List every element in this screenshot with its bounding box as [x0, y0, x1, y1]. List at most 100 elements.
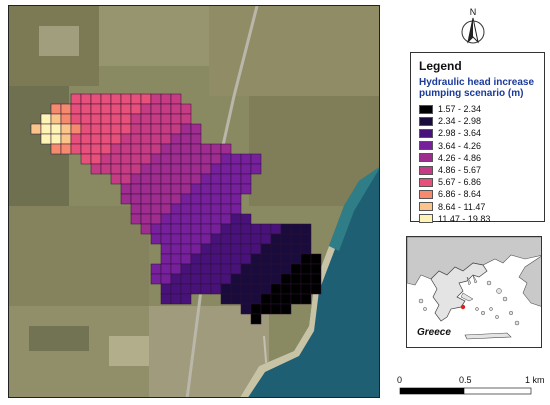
grid-cell	[180, 293, 192, 305]
grid-cell	[250, 243, 262, 255]
grid-cell	[170, 123, 182, 135]
grid-cell	[270, 223, 282, 235]
legend-label: 5.67 - 6.86	[438, 177, 482, 188]
legend-swatch	[419, 177, 433, 187]
grid-cell	[220, 213, 232, 225]
grid-cell	[150, 203, 162, 215]
grid-cell	[290, 263, 302, 275]
grid-cell	[250, 263, 262, 275]
legend-swatch	[419, 116, 433, 126]
grid-cell	[200, 253, 212, 265]
grid-cell	[200, 153, 212, 165]
grid-cell	[250, 313, 262, 325]
grid-cell	[170, 183, 182, 195]
grid-cell	[140, 223, 152, 235]
grid-cell	[290, 283, 302, 295]
aerial-map[interactable]	[8, 5, 380, 398]
grid-cell	[280, 263, 292, 275]
grid-cell	[200, 143, 212, 155]
grid-cell	[170, 233, 182, 245]
grid-cell	[160, 213, 172, 225]
grid-cell	[170, 253, 182, 265]
grid-cell	[280, 293, 292, 305]
grid-cell	[280, 243, 292, 255]
grid-cell	[170, 223, 182, 235]
grid-cell	[240, 153, 252, 165]
grid-cell	[150, 163, 162, 175]
grid-cell	[210, 223, 222, 235]
grid-cell	[70, 143, 82, 155]
grid-cell	[30, 123, 42, 135]
grid-cell	[90, 163, 102, 175]
grid-cell	[160, 263, 172, 275]
grid-cell	[160, 143, 172, 155]
grid-cell	[260, 243, 272, 255]
legend-item: 4.86 - 5.67	[419, 164, 538, 176]
grid-cell	[230, 213, 242, 225]
north-arrow-icon: N	[461, 7, 485, 44]
grid-cell	[240, 183, 252, 195]
legend-swatch	[419, 189, 433, 199]
grid-cell	[190, 233, 202, 245]
grid-cell	[110, 153, 122, 165]
grid-cell	[180, 173, 192, 185]
grid-cell	[270, 293, 282, 305]
legend-item: 1.57 - 2.34	[419, 103, 538, 115]
grid-cell	[170, 93, 182, 105]
grid-cell	[290, 223, 302, 235]
grid-cell	[220, 183, 232, 195]
grid-cell	[180, 263, 192, 275]
grid-cell	[110, 113, 122, 125]
grid-cell	[80, 113, 92, 125]
legend-subtitle: Hydraulic head increase pumping scenario…	[419, 77, 535, 99]
grid-cell	[130, 183, 142, 195]
grid-cell	[230, 203, 242, 215]
grid-cell	[220, 193, 232, 205]
grid-cell	[300, 253, 312, 265]
grid-cell	[150, 233, 162, 245]
grid-cell	[150, 273, 162, 285]
grid-cell	[230, 183, 242, 195]
grid-cell	[260, 253, 272, 265]
grid-cell	[100, 93, 112, 105]
grid-cell	[160, 273, 172, 285]
legend-item: 4.26 - 4.86	[419, 152, 538, 164]
grid-cell	[140, 93, 152, 105]
grid-cell	[160, 153, 172, 165]
grid-cell	[200, 203, 212, 215]
legend-label: 8.64 - 11.47	[438, 201, 486, 212]
grid-cell	[170, 283, 182, 295]
grid-cell	[270, 283, 282, 295]
grid-cell	[220, 163, 232, 175]
grid-cell	[170, 193, 182, 205]
aerial-map-canvas	[9, 6, 379, 397]
grid-cell	[170, 153, 182, 165]
grid-cell	[190, 263, 202, 275]
grid-cell	[240, 263, 252, 275]
grid-cell	[140, 153, 152, 165]
grid-cell	[80, 123, 92, 135]
grid-cell	[40, 113, 52, 125]
grid-cell	[220, 253, 232, 265]
grid-cell	[140, 143, 152, 155]
legend-items: 1.57 - 2.34 2.34 - 2.98 2.98 - 3.64 3.64 - …	[417, 103, 538, 225]
legend-swatch	[419, 202, 433, 212]
grid-cell	[200, 273, 212, 285]
grid-cell	[170, 113, 182, 125]
grid-cell	[300, 223, 312, 235]
grid-cell	[180, 163, 192, 175]
grid-cell	[190, 153, 202, 165]
grid-cell	[170, 173, 182, 185]
grid-cell	[180, 183, 192, 195]
grid-cell	[130, 213, 142, 225]
grid-cell	[250, 153, 262, 165]
grid-cell	[140, 213, 152, 225]
legend-item: 2.34 - 2.98	[419, 115, 538, 127]
legend-title: Legend	[419, 59, 462, 73]
grid-cell	[160, 293, 172, 305]
grid-cell	[220, 143, 232, 155]
grid-cell	[100, 123, 112, 135]
grid-cell	[140, 133, 152, 145]
grid-cell	[160, 93, 172, 105]
grid-cell	[100, 133, 112, 145]
